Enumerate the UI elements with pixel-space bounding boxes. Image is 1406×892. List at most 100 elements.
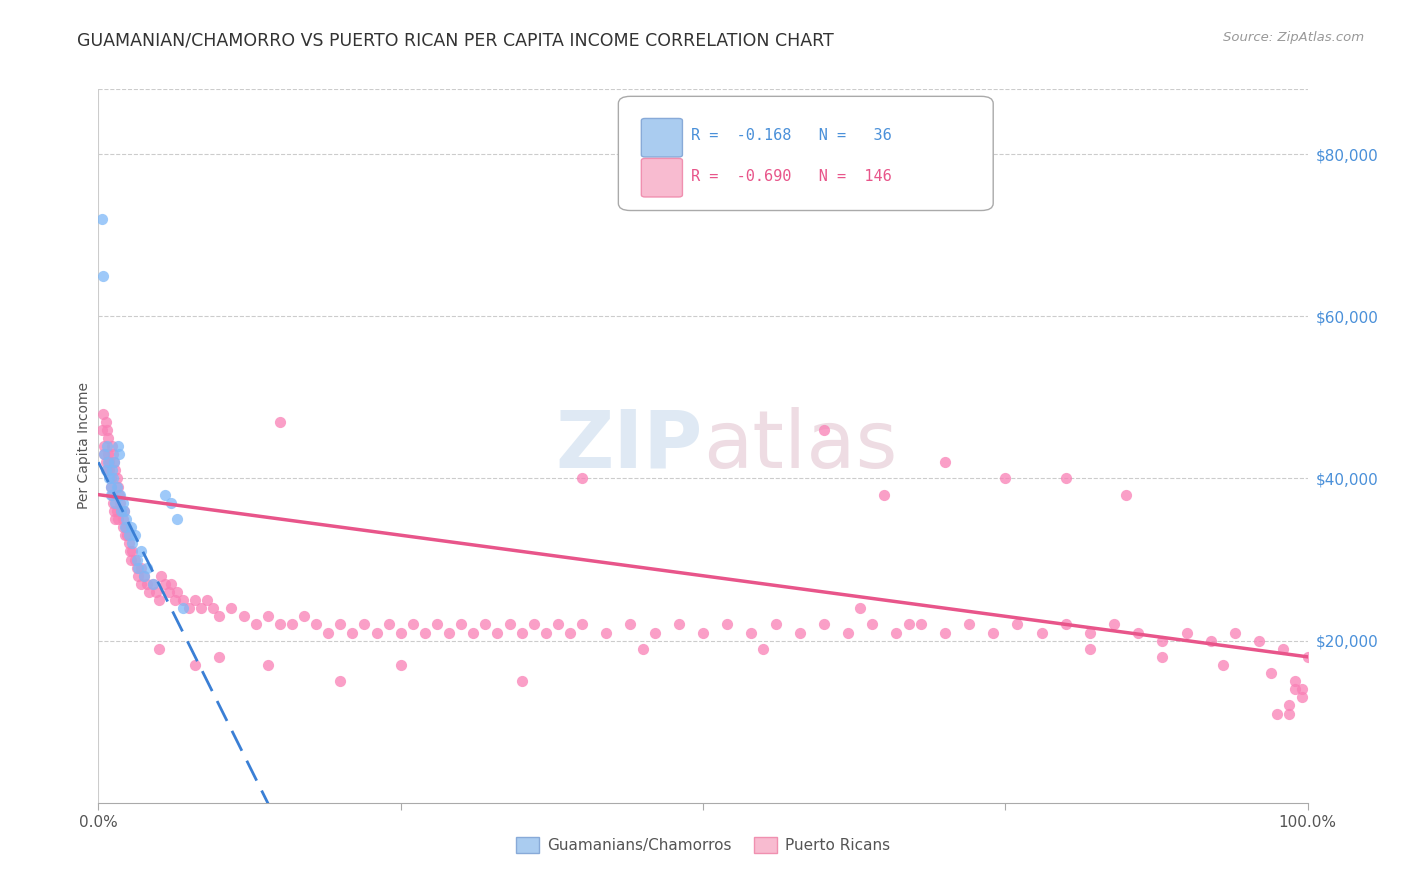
Point (166, 585, 188, 599)
Point (172, 601, 194, 615)
Point (1296, 649, 1319, 664)
Point (486, 625, 509, 640)
Point (100, 463, 122, 477)
Point (166, 512, 188, 526)
Point (94, 455, 117, 469)
Point (269, 617, 291, 632)
Point (100, 488, 122, 502)
Point (765, 617, 787, 632)
Point (1249, 633, 1271, 648)
Point (118, 536, 141, 550)
Point (184, 657, 207, 672)
Point (305, 617, 328, 632)
Point (129, 544, 152, 558)
Point (172, 593, 194, 607)
Point (101, 447, 124, 461)
Point (160, 577, 183, 591)
Point (120, 552, 142, 566)
Point (631, 641, 654, 656)
Point (111, 496, 134, 510)
Point (1278, 698, 1301, 713)
Point (269, 415, 291, 429)
Point (450, 617, 472, 632)
Point (127, 560, 149, 574)
Point (124, 528, 146, 542)
FancyBboxPatch shape (641, 159, 682, 197)
Point (1284, 674, 1306, 689)
Point (153, 577, 176, 591)
Point (120, 520, 142, 534)
Text: ZIP: ZIP (555, 407, 703, 485)
Point (103, 504, 125, 518)
Point (97, 447, 120, 461)
Point (108, 496, 131, 510)
Point (105, 504, 128, 518)
Point (1152, 633, 1174, 648)
Point (1078, 641, 1101, 656)
Point (1267, 706, 1289, 721)
Point (100, 479, 122, 493)
Point (96, 423, 118, 437)
Point (837, 625, 859, 640)
Point (118, 544, 141, 558)
Point (1260, 666, 1282, 681)
Point (860, 617, 883, 632)
Point (1007, 617, 1029, 632)
Point (389, 625, 412, 640)
Point (107, 512, 129, 526)
Point (1278, 706, 1301, 721)
Point (104, 496, 127, 510)
Point (1272, 641, 1295, 656)
Point (97, 431, 120, 445)
Point (134, 568, 156, 582)
Point (98, 471, 121, 485)
Point (595, 625, 617, 640)
Point (134, 568, 156, 582)
Point (160, 496, 183, 510)
Point (849, 601, 872, 615)
Point (523, 617, 546, 632)
Point (100, 471, 122, 485)
Point (281, 617, 304, 632)
Point (202, 601, 225, 615)
Point (353, 617, 375, 632)
Point (1212, 657, 1234, 672)
Point (1223, 625, 1246, 640)
Point (127, 560, 149, 574)
Point (1291, 690, 1313, 705)
Point (402, 617, 425, 632)
Point (94, 463, 117, 477)
Point (129, 560, 152, 574)
Point (316, 625, 339, 640)
Point (148, 641, 170, 656)
Point (148, 593, 170, 607)
Point (1291, 682, 1313, 697)
Point (121, 536, 143, 550)
Point (157, 585, 180, 599)
Point (127, 552, 149, 566)
Point (1128, 625, 1150, 640)
Point (163, 593, 186, 607)
FancyBboxPatch shape (619, 96, 993, 211)
Point (752, 641, 775, 656)
Point (329, 674, 352, 689)
Point (117, 528, 139, 542)
Point (1152, 649, 1174, 664)
Text: atlas: atlas (703, 407, 897, 485)
Point (934, 455, 956, 469)
Point (93, 447, 115, 461)
Point (292, 609, 315, 624)
Point (692, 625, 714, 640)
Point (208, 609, 231, 624)
Point (110, 504, 132, 518)
Point (221, 601, 243, 615)
Point (813, 617, 835, 632)
Point (100, 479, 122, 493)
Point (115, 512, 138, 526)
Point (124, 552, 146, 566)
Point (644, 625, 666, 640)
Text: GUAMANIAN/CHAMORRO VS PUERTO RICAN PER CAPITA INCOME CORRELATION CHART: GUAMANIAN/CHAMORRO VS PUERTO RICAN PER C… (77, 31, 834, 49)
Point (121, 544, 143, 558)
Point (873, 488, 896, 502)
Point (789, 625, 811, 640)
